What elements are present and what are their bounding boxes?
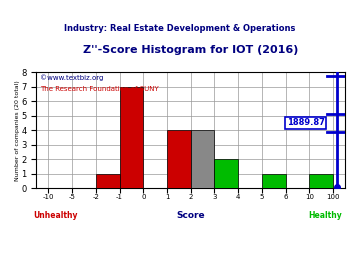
- Text: Industry: Real Estate Development & Operations: Industry: Real Estate Development & Oper…: [64, 24, 296, 33]
- Bar: [120, 87, 143, 188]
- Bar: [191, 130, 215, 188]
- Text: Score: Score: [176, 211, 205, 220]
- Text: Healthy: Healthy: [308, 211, 342, 220]
- Text: 1889.87: 1889.87: [287, 119, 325, 127]
- Bar: [309, 174, 333, 188]
- Bar: [96, 174, 120, 188]
- Y-axis label: Number of companies (20 total): Number of companies (20 total): [15, 80, 20, 181]
- Text: Unhealthy: Unhealthy: [33, 211, 78, 220]
- Bar: [262, 174, 286, 188]
- Text: The Research Foundation of SUNY: The Research Foundation of SUNY: [40, 86, 158, 92]
- Title: Z''-Score Histogram for IOT (2016): Z''-Score Histogram for IOT (2016): [83, 45, 298, 55]
- Bar: [215, 159, 238, 188]
- Bar: [167, 130, 191, 188]
- Text: ©www.textbiz.org: ©www.textbiz.org: [40, 75, 103, 81]
